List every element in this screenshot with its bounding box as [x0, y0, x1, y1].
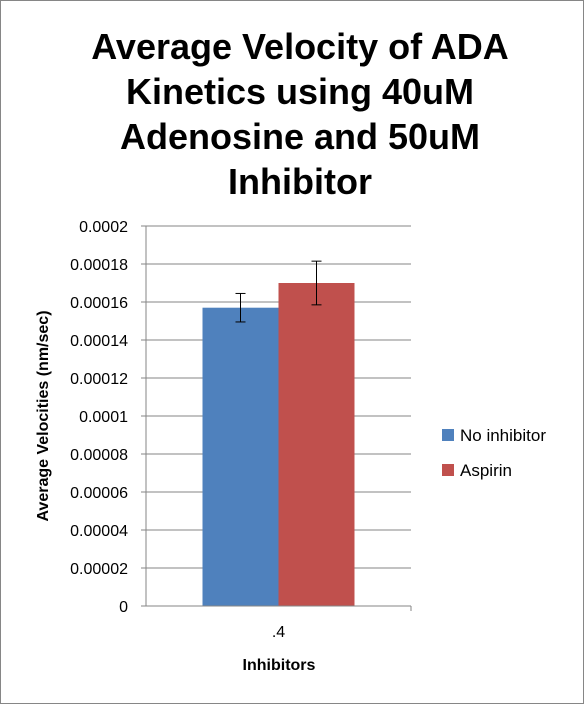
y-tick-label: 0.0002 [79, 219, 128, 236]
chart-title: Average Velocity of ADA Kinetics using 4… [91, 26, 509, 202]
x-tick-labels: .4 [272, 624, 285, 641]
bar-aspirin [278, 283, 355, 606]
y-tick-label: 0.00006 [70, 485, 128, 502]
y-tick-label: 0.00016 [70, 295, 128, 312]
y-tick-labels: 0 0.00002 0.00004 0.00006 0.00008 0.0001 0.000… [70, 219, 128, 616]
legend: No inhibitor Aspirin [442, 426, 546, 480]
bars [202, 283, 355, 606]
y-tick-label: 0.00012 [70, 371, 128, 388]
y-tick-label: 0 [119, 599, 128, 616]
axes [145, 226, 412, 611]
legend-swatch [442, 464, 454, 476]
y-tick-label: 0.00014 [70, 333, 128, 350]
y-tick-label: 0.0001 [79, 409, 128, 426]
bar-no-inhibitor [202, 307, 279, 606]
x-tick-label: .4 [272, 624, 285, 641]
legend-swatch [442, 429, 454, 441]
y-tick-label: 0.00018 [70, 257, 128, 274]
y-axis-title: Average Velocities (nm/sec) [35, 310, 52, 521]
legend-label: Aspirin [460, 461, 512, 480]
y-tick-label: 0.00002 [70, 561, 128, 578]
y-tick-label: 0.00008 [70, 447, 128, 464]
y-tick-label: 0.00004 [70, 523, 128, 540]
error-bars [235, 260, 322, 323]
legend-label: No inhibitor [460, 426, 546, 445]
x-axis-title: Inhibitors [243, 657, 316, 674]
